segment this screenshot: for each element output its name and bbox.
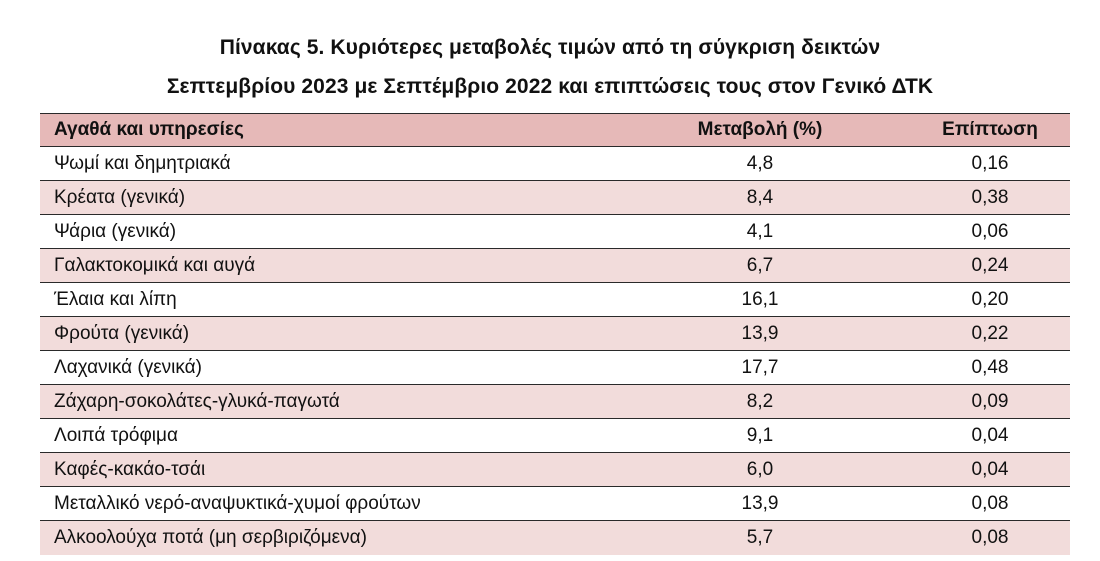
row-impact: 0,22 — [971, 322, 1009, 344]
row-name: Ψωμί και δημητριακά — [54, 152, 231, 174]
row-name: Λαχανικά (γενικά) — [54, 356, 202, 378]
row-change: 8,4 — [746, 186, 774, 208]
table-row: Γαλακτοκομικά και αυγά 6,7 0,24 — [40, 249, 1070, 283]
row-change: 13,9 — [741, 492, 779, 514]
row-name: Έλαια και λίπη — [54, 288, 177, 310]
table-row: Ψάρια (γενικά) 4,1 0,06 — [40, 215, 1070, 249]
row-name: Αλκοολούχα ποτά (μη σερβιριζόμενα) — [54, 527, 367, 548]
row-impact: 0,38 — [971, 186, 1009, 208]
row-change: 17,7 — [741, 356, 779, 378]
row-name: Ψάρια (γενικά) — [54, 220, 177, 242]
row-impact: 0,08 — [971, 492, 1009, 514]
row-change: 4,8 — [746, 152, 774, 174]
row-change: 13,9 — [741, 322, 779, 344]
row-impact: 0,24 — [971, 254, 1009, 276]
row-impact: 0,09 — [971, 390, 1009, 412]
header-goods-services: Αγαθά και υπηρεσίες — [54, 119, 244, 140]
header-change-percent: Μεταβολή (%) — [697, 119, 823, 140]
table-row: Λοιπά τρόφιμα 9,1 0,04 — [40, 419, 1070, 453]
row-change: 16,1 — [741, 288, 779, 310]
table-row: Φρούτα (γενικά) 13,9 0,22 — [40, 317, 1070, 351]
row-name: Μεταλλικό νερό-αναψυκτικά-χυμοί φρούτων — [54, 492, 421, 514]
row-impact: 0,48 — [971, 356, 1009, 378]
table-row: Αλκοολούχα ποτά (μη σερβιριζόμενα) 5,7 0… — [40, 521, 1070, 555]
row-name: Φρούτα (γενικά) — [54, 322, 190, 344]
row-impact: 0,04 — [971, 424, 1009, 446]
table-row: Μεταλλικό νερό-αναψυκτικά-χυμοί φρούτων … — [40, 487, 1070, 521]
row-change: 4,1 — [746, 220, 774, 242]
header-impact: Επίπτωση — [942, 119, 1038, 140]
table-title-line-1: Πίνακας 5. Κυριότερες μεταβολές τιμών απ… — [219, 36, 881, 59]
price-changes-table: Αγαθά και υπηρεσίες Μεταβολή (%) Επίπτωσ… — [40, 113, 1070, 555]
row-change: 6,7 — [746, 254, 774, 276]
row-name: Καφές-κακάο-τσάι — [54, 458, 206, 480]
table-header-row: Αγαθά και υπηρεσίες Μεταβολή (%) Επίπτωσ… — [40, 113, 1070, 147]
table-row: Ζάχαρη-σοκολάτες-γλυκά-παγωτά 8,2 0,09 — [40, 385, 1070, 419]
row-impact: 0,04 — [971, 458, 1009, 480]
row-name: Κρέατα (γενικά) — [54, 186, 186, 208]
row-impact: 0,20 — [971, 288, 1009, 310]
row-name: Ζάχαρη-σοκολάτες-γλυκά-παγωτά — [54, 390, 340, 412]
table-row: Λαχανικά (γενικά) 17,7 0,48 — [40, 351, 1070, 385]
table-title-line-2: Σεπτεμβρίου 2023 με Σεπτέμβριο 2022 και … — [166, 75, 934, 98]
table-row: Ψωμί και δημητριακά 4,8 0,16 — [40, 147, 1070, 181]
row-name: Λοιπά τρόφιμα — [54, 424, 178, 446]
row-impact: 0,16 — [971, 152, 1009, 174]
table-row: Κρέατα (γενικά) 8,4 0,38 — [40, 181, 1070, 215]
row-change: 5,7 — [746, 527, 774, 548]
table-row: Καφές-κακάο-τσάι 6,0 0,04 — [40, 453, 1070, 487]
row-name: Γαλακτοκομικά και αυγά — [54, 254, 256, 276]
table-row: Έλαια και λίπη 16,1 0,20 — [40, 283, 1070, 317]
row-change: 8,2 — [746, 390, 774, 412]
row-impact: 0,06 — [971, 220, 1009, 242]
row-change: 6,0 — [746, 458, 774, 480]
row-impact: 0,08 — [971, 527, 1009, 548]
row-change: 9,1 — [746, 424, 774, 446]
